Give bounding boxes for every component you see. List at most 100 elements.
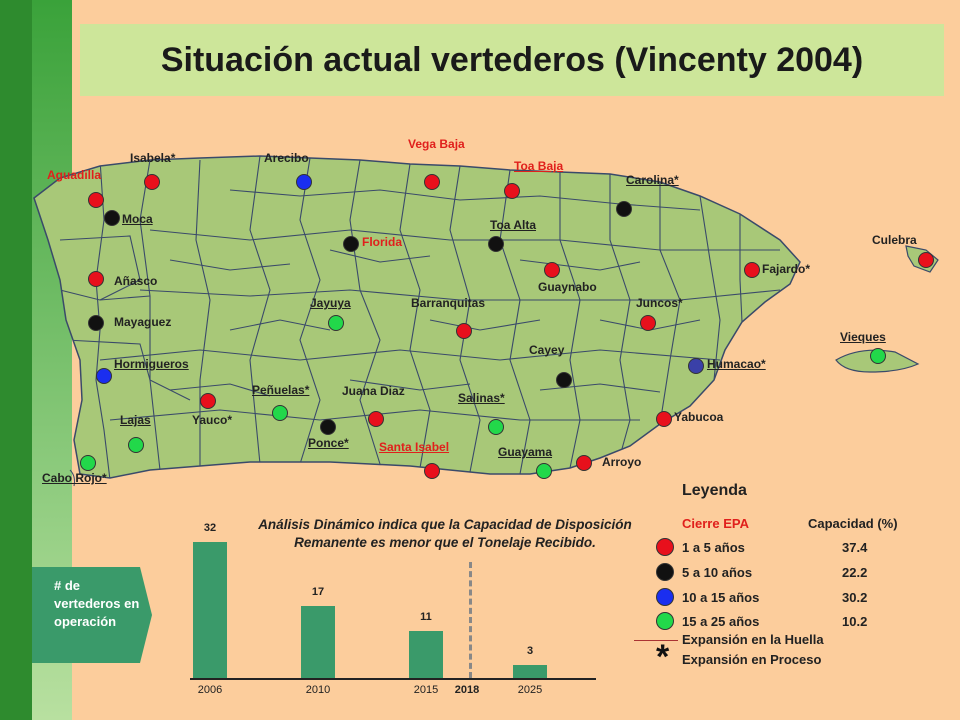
legend-row-label: 1 a 5 años <box>682 540 745 555</box>
label-juana-diaz: Juana Diaz <box>342 384 405 398</box>
legend-row-value: 37.4 <box>842 540 868 555</box>
landfill-marker-anasco <box>88 271 104 287</box>
legend-asterisk-icon: * <box>656 638 670 676</box>
marker-2018-label: 2018 <box>454 684 480 696</box>
landfill-marker-florida <box>343 236 359 252</box>
label-arroyo: Arroyo <box>602 455 642 469</box>
label-fajardo: Fajardo* <box>762 262 811 276</box>
legend-row: 1 a 5 años 37.4 <box>656 538 916 558</box>
legend-green-dot-icon <box>656 612 674 630</box>
title-banner: Situación actual vertederos (Vincenty 20… <box>80 24 944 96</box>
legend-header-capacity: Capacidad (%) <box>808 516 898 531</box>
landfill-marker-santa-isabel <box>424 463 440 479</box>
operating-landfills-arrow <box>32 567 152 663</box>
bar-2015 <box>409 631 443 678</box>
legend-row: 15 a 25 años 10.2 <box>656 612 916 632</box>
x-tick-label: 2025 <box>517 684 543 696</box>
legend-expansion-process: Expansión en Proceso <box>682 652 822 667</box>
chart-x-axis <box>190 678 596 680</box>
label-salinas: Salinas* <box>458 391 505 405</box>
landfill-marker-toa-baja <box>504 183 520 199</box>
legend-black-dot-icon <box>656 563 674 581</box>
label-humacao: Humacao* <box>707 357 766 371</box>
label-florida: Florida <box>362 235 403 249</box>
x-tick-label: 2015 <box>413 684 439 696</box>
landfill-marker-isabela <box>144 174 160 190</box>
legend-row-value: 22.2 <box>842 565 868 580</box>
landfill-marker-juana-diaz <box>368 411 384 427</box>
label-jayuya: Jayuya <box>310 296 351 310</box>
legend-blue-dot-icon <box>656 588 674 606</box>
landfill-marker-culebra <box>918 252 934 268</box>
bar-2025 <box>513 665 547 678</box>
landfill-marker-vieques <box>870 348 886 364</box>
label-culebra: Culebra <box>872 233 917 247</box>
label-vieques: Vieques <box>840 330 886 344</box>
legend-row-value: 10.2 <box>842 614 868 629</box>
landfill-marker-guayama <box>536 463 552 479</box>
legend-row-label: 10 a 15 años <box>682 590 760 605</box>
landfill-marker-juncos <box>640 315 656 331</box>
landfill-marker-humacao <box>688 358 704 374</box>
landfill-marker-ponce <box>320 419 336 435</box>
marker-2018-dashed-line <box>469 562 472 678</box>
landfill-marker-arroyo <box>576 455 592 471</box>
label-cabo-rojo: Cabo Rojo* <box>42 471 107 485</box>
mona-island-outline <box>69 469 75 487</box>
label-vega-baja: Vega Baja <box>408 137 465 151</box>
label-aguadilla: Aguadilla <box>47 168 102 182</box>
legend-row-label: 15 a 25 años <box>682 614 760 629</box>
label-yabucoa: Yabucoa <box>674 410 724 424</box>
label-santa-isabel: Santa Isabel <box>379 440 450 454</box>
bar-value-label: 3 <box>526 645 534 658</box>
label-guaynabo: Guaynabo <box>538 280 597 294</box>
label-toa-alta: Toa Alta <box>490 218 537 232</box>
landfill-marker-cayey <box>556 372 572 388</box>
bar-2006 <box>193 542 227 678</box>
landfill-marker-vega-baja <box>424 174 440 190</box>
landfill-marker-yabucoa <box>656 411 672 427</box>
legend-row-value: 30.2 <box>842 590 868 605</box>
chart-title: Análisis Dinámico indica que la Capacida… <box>258 517 632 550</box>
landfill-marker-cabo-rojo <box>80 455 96 471</box>
legend-footprint-line-icon <box>634 640 678 641</box>
landfill-marker-penuelas <box>272 405 288 421</box>
label-yauco: Yauco* <box>192 413 233 427</box>
label-toa-baja: Toa Baja <box>514 159 564 173</box>
landfill-marker-aguadilla <box>88 192 104 208</box>
operating-landfills-label: # de vertederos en operación <box>54 577 140 631</box>
landfill-marker-moca <box>104 210 120 226</box>
landfill-marker-carolina <box>616 201 632 217</box>
landfill-marker-yauco <box>200 393 216 409</box>
left-sidebar-dark <box>0 0 32 720</box>
ops-label-text: # de vertederos en operación <box>54 578 140 629</box>
landfill-marker-jayuya <box>328 315 344 331</box>
landfill-marker-lajas <box>128 437 144 453</box>
landfill-marker-arecibo <box>296 174 312 190</box>
label-cayey: Cayey <box>529 343 565 357</box>
landfill-marker-mayaguez <box>88 315 104 331</box>
x-tick-label: 2006 <box>197 684 223 696</box>
label-barranquitas: Barranquitas <box>411 296 486 310</box>
label-lajas: Lajas <box>120 413 151 427</box>
label-guayama: Guayama <box>498 445 553 459</box>
bar-value-label: 17 <box>311 585 325 598</box>
legend-row: 10 a 15 años 30.2 <box>656 588 916 608</box>
label-moca: Moca <box>122 212 153 226</box>
landfill-marker-salinas <box>488 419 504 435</box>
bar-value-label: 32 <box>203 522 217 534</box>
landfill-marker-hormigueros <box>96 368 112 384</box>
legend-row-label: 5 a 10 años <box>682 565 753 580</box>
label-juncos: Juncos* <box>636 296 683 310</box>
landfill-marker-fajardo <box>744 262 760 278</box>
landfill-marker-barranquitas <box>456 323 472 339</box>
legend-row: 5 a 10 años 22.2 <box>656 563 916 583</box>
bar-value-label: 11 <box>420 611 432 624</box>
legend-header-closure: Cierre EPA <box>682 516 749 531</box>
legend-expansion-footprint: Expansión en la Huella <box>682 632 824 647</box>
label-carolina: Carolina* <box>626 173 679 187</box>
legend-red-dot-icon <box>656 538 674 556</box>
label-anasco: Añasco <box>114 274 158 288</box>
legend-title: Leyenda <box>682 482 747 499</box>
x-tick-label: 2010 <box>305 684 331 696</box>
